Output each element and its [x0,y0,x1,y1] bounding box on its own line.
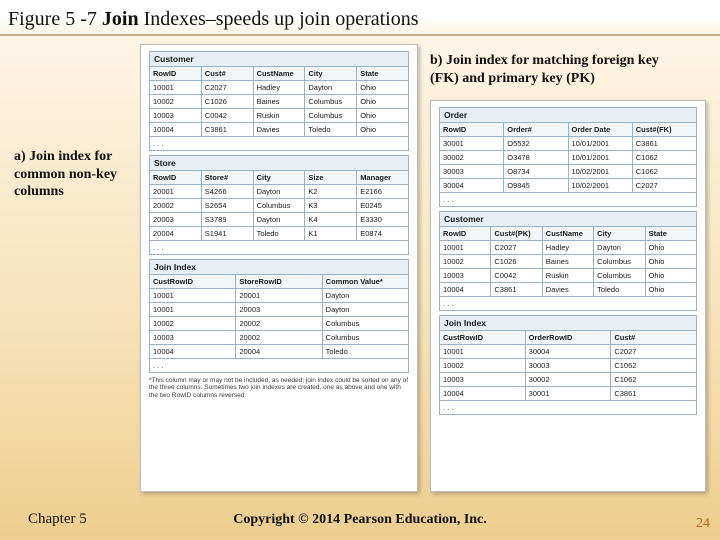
panel-a-inner: Customer RowID Cust# CustName City State… [141,45,417,491]
table-row: 1000120001Dayton [150,289,409,303]
title-suffix: Indexes–speeds up join operations [139,8,419,30]
table-ellipsis: . . . [150,137,409,151]
table-customer-b: Customer RowID Cust#(PK) CustName City S… [439,211,697,311]
table-caption: Join Index [439,315,697,330]
caption-a: a) Join index for common non-key columns [14,148,134,201]
col-header: Manager [357,171,409,185]
table-store-a: Store RowID Store# City Size Manager 200… [149,155,409,255]
col-header: StoreRowID [236,275,322,289]
col-header: City [594,227,645,241]
col-header: Cust# [611,331,697,345]
table-caption: Order [439,107,697,122]
table-ellipsis: . . . [150,359,409,373]
slide: Figure 5 -7 Join Indexes–speeds up join … [0,0,720,540]
table-header-row: RowID Cust#(PK) CustName City State [440,227,697,241]
table-caption: Store [149,155,409,170]
table-row: 10003C0042RuskinColumbusOhio [150,109,409,123]
col-header: Store# [201,171,253,185]
table-ellipsis: . . . [440,193,697,207]
table-header-row: CustRowID OrderRowID Cust# [440,331,697,345]
table-header-row: RowID Order# Order Date Cust#(FK) [440,123,697,137]
col-header: Order# [504,123,568,137]
table-order-b: Order RowID Order# Order Date Cust#(FK) … [439,107,697,207]
title-underline [0,34,720,36]
col-header: CustRowID [150,275,236,289]
title-bold: Join [102,8,139,30]
col-header: State [357,67,409,81]
figure-title: Figure 5 -7 Join Indexes–speeds up join … [8,8,712,31]
col-header: RowID [440,123,504,137]
table-header-row: RowID Store# City Size Manager [150,171,409,185]
table-row: 10004C3861DaviesToledoOhio [440,283,697,297]
col-header: CustName [253,67,305,81]
table-ellipsis: . . . [440,297,697,311]
table-row: 30003O873410/02/2001C1062 [440,165,697,179]
caption-b: b) Join index for matching foreign key (… [430,52,690,87]
page-number: 24 [696,516,710,532]
col-header: Cust#(FK) [632,123,696,137]
col-header: Order Date [568,123,632,137]
col-header: State [645,227,696,241]
table-row: 1000230003C1062 [440,359,697,373]
table-row: 10002C1026BainesColumbusOhio [150,95,409,109]
table-row: 20001S4266DaytonK2E2166 [150,185,409,199]
table-caption: Customer [149,51,409,66]
table-row: 1000430001C3861 [440,387,697,401]
table-row: 20003S3789DaytonK4E3330 [150,213,409,227]
table-joinindex-b: Join Index CustRowID OrderRowID Cust# 10… [439,315,697,415]
table-row: 30002O347810/01/2001C1062 [440,151,697,165]
table-row: 30004O984510/02/2001C2027 [440,179,697,193]
table-customer-a: Customer RowID Cust# CustName City State… [149,51,409,151]
col-header: Common Value* [322,275,408,289]
table-row: 1000130004C2027 [440,345,697,359]
table-row: 10001C2027HadleyDaytonOhio [440,241,697,255]
col-header: RowID [150,171,202,185]
col-header: Size [305,171,357,185]
title-prefix: Figure 5 -7 [8,8,102,30]
table-row: 1000420004Toledo [150,345,409,359]
col-header: Cust#(PK) [491,227,542,241]
table-row: 1000120003Dayton [150,303,409,317]
footer-copyright: Copyright © 2014 Pearson Education, Inc. [0,512,720,528]
panel-a-footnote: *This column may or may not be included,… [149,377,409,399]
table-row: 1000320002Columbus [150,331,409,345]
table-row: 10002C1026BainesColumbusOhio [440,255,697,269]
table-joinindex-a: Join Index CustRowID StoreRowID Common V… [149,259,409,373]
table-row: 1000220002Columbus [150,317,409,331]
col-header: RowID [150,67,202,81]
col-header: City [253,171,305,185]
table-row: 1000330002C1062 [440,373,697,387]
col-header: OrderRowID [525,331,611,345]
panel-b-inner: Order RowID Order# Order Date Cust#(FK) … [431,101,705,491]
table-row: 10004C3861DaviesToledoOhio [150,123,409,137]
table-row: 20004S1941ToledoK1E0874 [150,227,409,241]
col-header: City [305,67,357,81]
col-header: RowID [440,227,491,241]
table-header-row: CustRowID StoreRowID Common Value* [150,275,409,289]
table-ellipsis: . . . [440,401,697,415]
col-header: CustRowID [440,331,526,345]
table-caption: Customer [439,211,697,226]
panel-b: Order RowID Order# Order Date Cust#(FK) … [430,100,706,492]
col-header: Cust# [201,67,253,81]
table-caption: Join Index [149,259,409,274]
panel-a: Customer RowID Cust# CustName City State… [140,44,418,492]
table-header-row: RowID Cust# CustName City State [150,67,409,81]
table-row: 20002S2654ColumbusK3E0245 [150,199,409,213]
table-row: 30001O553210/01/2001C3861 [440,137,697,151]
table-row: 10001C2027HadleyDaytonOhio [150,81,409,95]
col-header: CustName [542,227,593,241]
table-ellipsis: . . . [150,241,409,255]
table-row: 10003C0042RuskinColumbusOhio [440,269,697,283]
